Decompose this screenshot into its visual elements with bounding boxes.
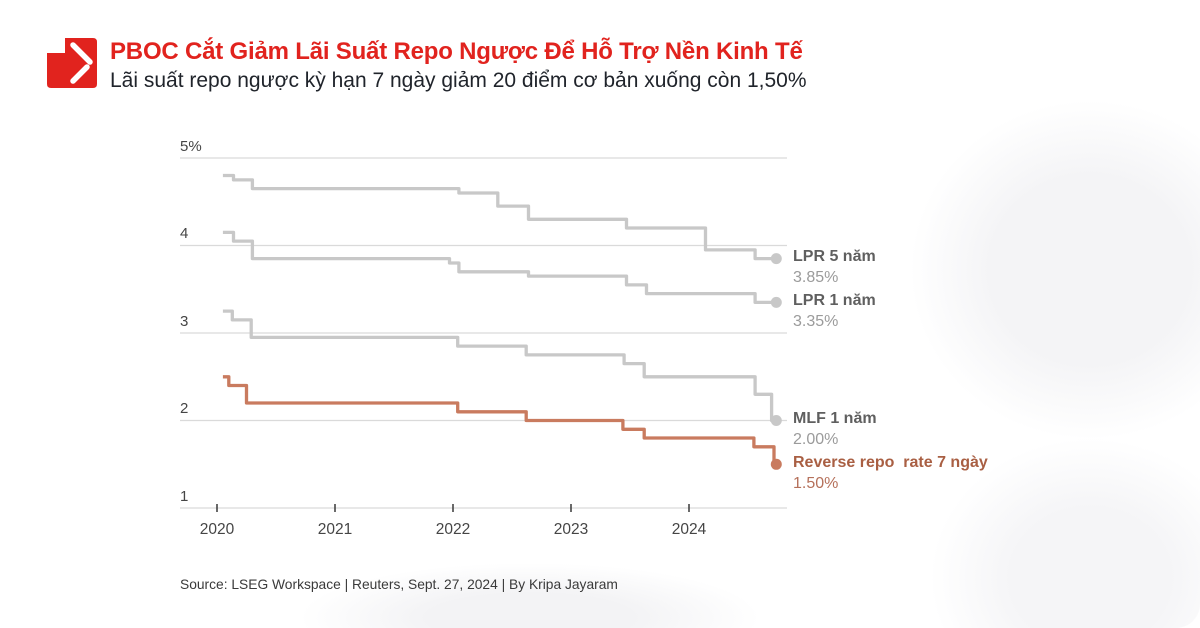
legend-entry-mlf-1y: MLF 1 năm 2.00% — [793, 408, 877, 450]
legend-label: LPR 5 năm — [793, 248, 876, 265]
y-axis-label-4: 4 — [180, 225, 189, 242]
y-axis-label-1: 1 — [180, 488, 189, 505]
legend-label: MLF 1 năm — [793, 410, 877, 427]
legend-entry-reverse-repo-7d: Reverse repo rate 7 ngày 1.50% — [793, 452, 988, 494]
series-line-mlf-1y — [222, 309, 777, 423]
series-line-lpr-1y — [222, 230, 777, 305]
endpoint-dot-mlf-1y — [770, 415, 782, 426]
legend-label: Reverse repo rate 7 ngày — [793, 454, 988, 471]
chart-title: PBOC Cắt Giảm Lãi Suất Repo Ngược Để Hỗ … — [110, 38, 803, 65]
y-axis-label-3: 3 — [180, 313, 189, 330]
source-credit-line: Source: LSEG Workspace | Reuters, Sept. … — [180, 576, 618, 592]
endpoint-dot-reverse-repo-7d — [770, 458, 782, 470]
x-axis-label-2023: 2023 — [553, 521, 589, 538]
legend-value: 3.85% — [793, 269, 839, 286]
x-axis-label-2020: 2020 — [199, 521, 235, 538]
legend-entry-lpr-5y: LPR 5 năm 3.85% — [793, 246, 876, 288]
chart-subtitle: Lãi suất repo ngược kỳ hạn 7 ngày giảm 2… — [110, 69, 807, 92]
series-line-lpr-5y — [222, 173, 777, 261]
series-line-reverse-repo-7d — [222, 375, 777, 466]
x-axis-label-2021: 2021 — [317, 521, 353, 538]
legend-label: LPR 1 năm — [793, 292, 876, 309]
x-axis-label-2022: 2022 — [435, 521, 471, 538]
legend-value: 3.35% — [793, 313, 839, 330]
reuters-graphics-logo-icon — [47, 38, 97, 88]
endpoint-dot-lpr-1y — [770, 296, 782, 308]
legend-value: 2.00% — [793, 431, 839, 448]
y-axis-label-5: 5% — [180, 138, 202, 155]
x-axis-label-2024: 2024 — [671, 521, 707, 538]
endpoint-dot-lpr-5y — [770, 253, 782, 265]
legend-value: 1.50% — [793, 475, 839, 492]
y-axis-label-2: 2 — [180, 400, 189, 417]
legend-entry-lpr-1y: LPR 1 năm 3.35% — [793, 290, 876, 332]
